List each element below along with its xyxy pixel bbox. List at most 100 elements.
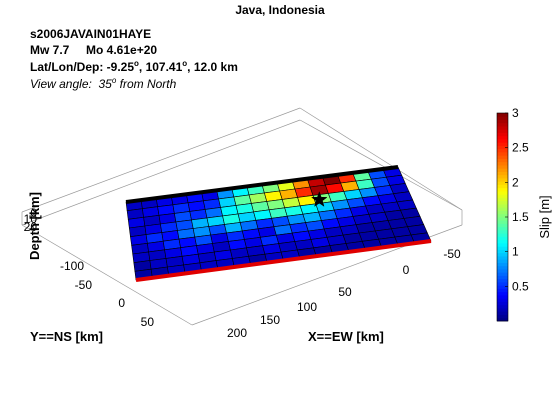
colorbar-swatch [497, 155, 508, 159]
colorbar: 0.5 1 1.5 2 2.5 3 Slip [m] [496, 106, 552, 322]
colorbar-swatch [497, 226, 508, 231]
x-tick-label: 0 [403, 263, 410, 277]
colorbar-swatch [497, 278, 508, 283]
colorbar-swatch [497, 122, 508, 127]
hypocenter-star [310, 191, 328, 207]
magnitude-line: Mw 7.7 Mo 4.61e+20 [30, 43, 158, 57]
z-tick-label: 20 [24, 220, 38, 234]
colorbar-swatch [497, 197, 508, 202]
colorbar-swatch [497, 139, 508, 143]
colorbar-swatch [497, 262, 508, 267]
x-axis-label: X==EW [km] [308, 329, 384, 344]
colorbar-swatch [497, 152, 508, 156]
colorbar-tick-label: 2 [512, 175, 519, 189]
colorbar-swatch [497, 126, 508, 130]
colorbar-swatch [497, 187, 508, 192]
colorbar-swatch [497, 161, 508, 166]
z-tick-label: 10 [24, 212, 38, 226]
z-tick-label: 0 [30, 206, 37, 220]
colorbar-swatch [497, 200, 508, 205]
degree-mark: o [111, 76, 117, 85]
colorbar-swatch [497, 269, 508, 273]
colorbar-swatch [497, 158, 508, 163]
colorbar-swatch [497, 288, 508, 293]
view-angle-prefix: View angle: 35 [30, 77, 112, 91]
colorbar-swatch [497, 132, 508, 137]
colorbar-swatch [497, 252, 508, 257]
axes-box-line [21, 224, 193, 326]
x-tick-label: -50 [443, 247, 461, 261]
colorbar-label: Slip [m] [537, 195, 552, 238]
colorbar-swatch [497, 301, 508, 306]
axes-box-line [299, 119, 463, 211]
colorbar-tick-label: 1.5 [512, 210, 529, 224]
colorbar-swatch [497, 220, 508, 224]
colorbar-swatch [497, 142, 508, 146]
colorbar-swatch [497, 275, 508, 280]
colorbar-swatch [497, 191, 508, 195]
view-angle-suffix: from North [116, 77, 177, 91]
colorbar-swatch [497, 204, 508, 208]
y-tick-label: 0 [118, 296, 125, 310]
colorbar-swatch [497, 129, 508, 133]
colorbar-swatch [497, 207, 508, 211]
colorbar-swatch [497, 233, 508, 237]
fault-edges [125, 165, 432, 282]
colorbar-tick-label: 0.5 [512, 279, 529, 293]
colorbar-swatch [497, 291, 508, 296]
colorbar-swatch [497, 259, 508, 263]
x-tick-label: 100 [297, 300, 317, 314]
colorbar-swatch [497, 178, 508, 182]
colorbar-swatch [497, 181, 508, 185]
colorbar-swatch [497, 213, 508, 218]
colorbar-swatch [497, 317, 508, 322]
x-tick-label: 50 [338, 285, 352, 299]
colorbar-swatch [497, 135, 508, 140]
colorbar-swatch [497, 223, 508, 228]
y-axis-label: Y==NS [km] [30, 329, 103, 344]
axes-box-line [21, 119, 301, 226]
degree-mark: o [134, 59, 139, 68]
location-lon: , 107.41 [138, 60, 183, 74]
colorbar-swatch [497, 148, 508, 153]
axes-box-line [299, 107, 463, 211]
colorbar-swatch [497, 311, 508, 315]
colorbar-swatch [497, 314, 508, 319]
colorbar-swatch [497, 243, 508, 247]
colorbar-swatch [497, 239, 508, 244]
colorbar-tick-label: 1 [512, 245, 519, 259]
view-angle-line: View angle: 35o from North [30, 76, 176, 91]
colorbar-swatch [497, 265, 508, 270]
fault-top-edge [125, 165, 399, 204]
colorbar-swatch [497, 194, 508, 198]
degree-mark: o [182, 59, 188, 68]
colorbar-swatch [497, 165, 508, 169]
colorbar-swatch [497, 304, 508, 309]
colorbar-swatch [497, 119, 508, 124]
location-line: Lat/Lon/Dep: -9.25o, 107.41o, 12.0 km [30, 59, 238, 74]
colorbar-swatch [497, 230, 508, 234]
colorbar-swatch [497, 282, 508, 286]
colorbar-swatch [497, 295, 508, 299]
colorbar-swatch [497, 272, 508, 276]
colorbar-swatch [497, 236, 508, 241]
colorbar-swatch [497, 210, 508, 215]
colorbar-swatch [497, 171, 508, 176]
colorbar-swatch [497, 256, 508, 260]
event-id: s2006JAVAIN01HAYE [30, 27, 152, 41]
colorbar-swatch [497, 285, 508, 289]
location-depth: , 12.0 km [187, 60, 238, 74]
colorbar-swatch [497, 168, 508, 172]
axis-labels: X==EW [km] Y==NS [km] Depth [km] [27, 192, 384, 344]
location-lat: Lat/Lon/Dep: -9.25 [30, 60, 135, 74]
colorbar-tick-label: 2.5 [512, 141, 529, 155]
fault-bottom-edge [135, 239, 432, 282]
colorbar-tick-label: 3 [512, 106, 519, 120]
colorbar-swatch [497, 246, 508, 250]
x-tick-label: 150 [260, 313, 280, 327]
x-tick-label: 200 [227, 326, 247, 340]
y-tick-label: -100 [60, 259, 84, 273]
colorbar-swatch [497, 217, 508, 221]
colorbar-swatch [497, 116, 508, 120]
